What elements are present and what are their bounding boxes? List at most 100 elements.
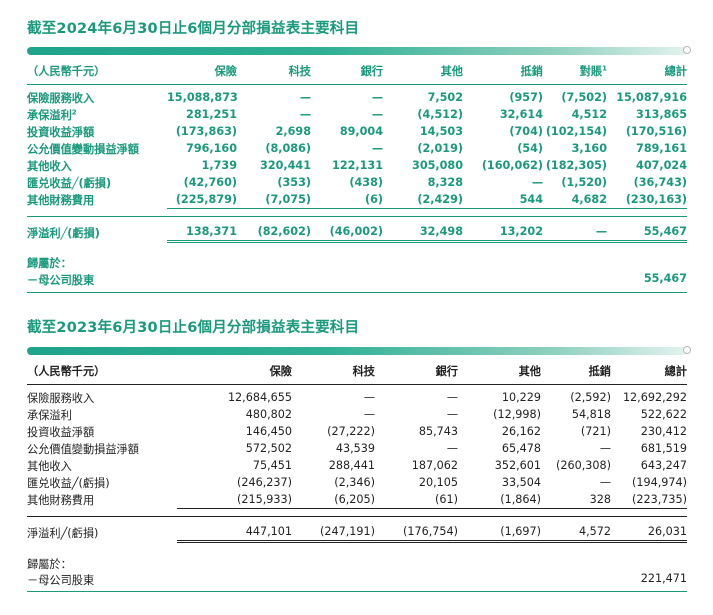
cell-value: 522,622 xyxy=(640,408,687,421)
cell-value: (194,974) xyxy=(632,476,687,489)
cell-value: (246,237) xyxy=(237,476,292,489)
net-value: 4,572 xyxy=(541,524,611,543)
cell-value: — xyxy=(446,442,458,455)
divider-end-dot xyxy=(683,46,691,54)
cell-value: 122,131 xyxy=(332,159,383,172)
cell-value: 33,504 xyxy=(501,476,541,489)
cell-value: (160,062) xyxy=(481,159,543,172)
table-row: 承保溢利2 281,251 — — (4,512) 32,614 4,512 313,865 xyxy=(27,106,687,123)
table-row: 其他收入 1,739 320,441 122,131 305,080 (160,062)(… xyxy=(27,157,687,174)
cell-value: 7,502 xyxy=(427,91,463,104)
section-title-2024: 截至2024年6月30日止6個月分部損益表主要科目 xyxy=(27,21,360,37)
col-elimination: 抵銷 xyxy=(588,364,611,378)
cell-value: (2,429) xyxy=(383,191,463,209)
cell-value: (170,516) xyxy=(625,125,687,138)
table-row: 投資收益淨額 (173,863) 2,698 89,004 14,503 (704) (10… xyxy=(27,123,687,140)
cell-value: 643,247 xyxy=(640,459,687,472)
income-rows-2024: 保險服務收入 15,088,873 — — 7,502 (957) (7,502) 15,08… xyxy=(27,89,687,209)
cell-value: — xyxy=(363,391,375,404)
net-value: — xyxy=(543,224,607,243)
cell-value: — xyxy=(599,476,611,489)
row-label: 投資收益淨額 xyxy=(27,125,95,139)
cell-value: 89,004 xyxy=(339,125,383,138)
cell-value: (42,760) xyxy=(183,176,237,189)
unit-label: （人民幣千元） xyxy=(27,64,106,78)
section-end-rule xyxy=(27,292,687,293)
header-row: （人民幣千元） 保險 科技 銀行 其他 抵銷 總計 xyxy=(27,362,687,379)
row-label: 其他財務費用 xyxy=(27,493,95,507)
net-profit-label: 淨溢利╱(虧損) xyxy=(27,226,100,240)
cell-value: — xyxy=(371,91,383,104)
cell-value: (36,743) xyxy=(633,176,687,189)
cell-value: (4,512) xyxy=(417,108,463,121)
income-table-2023: （人民幣千元） 保險 科技 銀行 其他 抵銷 總計 xyxy=(27,362,687,379)
section-divider-bar xyxy=(27,47,687,55)
row-label: 保險服務收入 xyxy=(27,91,95,105)
cell-value: (2,346) xyxy=(334,476,375,489)
cell-value: 1,739 xyxy=(201,159,237,172)
net-profit-row: 淨溢利╱(虧損) 447,101 (247,191) (176,754) (1,… xyxy=(27,524,687,543)
header-rule xyxy=(27,84,687,85)
cell-value: 12,692,292 xyxy=(622,391,687,404)
cell-value: (8,086) xyxy=(265,142,311,155)
cell-value: (7,502) xyxy=(561,91,607,104)
cell-value: 281,251 xyxy=(186,108,237,121)
cell-value: (182,305) xyxy=(545,159,607,172)
row-label: 保險服務收入 xyxy=(27,391,95,405)
parent-shareholders-total: 55,467 xyxy=(643,272,687,285)
cell-value: 320,441 xyxy=(260,159,311,172)
cell-value: 796,160 xyxy=(186,142,237,155)
cell-value: — xyxy=(363,408,375,421)
cell-value: (704) xyxy=(509,125,543,138)
cell-value: 15,087,916 xyxy=(616,91,687,104)
net-value: 55,467 xyxy=(607,224,687,243)
net-value: (46,002) xyxy=(311,224,383,243)
col-technology: 科技 xyxy=(352,364,375,378)
cell-value: (223,735) xyxy=(611,491,687,509)
cell-value: 3,160 xyxy=(571,142,607,155)
cell-value: (353) xyxy=(277,176,311,189)
cell-value: — xyxy=(371,108,383,121)
cell-value: 681,519 xyxy=(640,442,687,455)
col-elimination: 抵銷 xyxy=(520,64,543,78)
cell-value: (260,308) xyxy=(556,459,611,472)
cell-value: 572,502 xyxy=(245,442,292,455)
section-end-rule xyxy=(27,591,687,592)
table-row: 承保溢利 480,802 — — (12,998) 54,818 522,622 xyxy=(27,406,687,423)
cell-value: 313,865 xyxy=(636,108,687,121)
cell-value: 480,802 xyxy=(245,408,292,421)
cell-value: 2,698 xyxy=(275,125,311,138)
cell-value: (721) xyxy=(580,425,611,438)
col-insurance: 保險 xyxy=(214,64,237,78)
cell-value: 789,161 xyxy=(636,142,687,155)
cell-value: — xyxy=(599,442,611,455)
attributable-label: 歸屬於： xyxy=(27,257,72,270)
cell-value: — xyxy=(446,408,458,421)
cell-value: 4,682 xyxy=(543,191,607,209)
net-value: 447,101 xyxy=(177,524,292,543)
cell-value: (6,205) xyxy=(292,491,375,509)
row-label: 投資收益淨額 xyxy=(27,425,95,439)
cell-value: (230,163) xyxy=(607,191,687,209)
parent-shareholders-total: 221,471 xyxy=(640,572,687,585)
income-rows-2023: 保險服務收入 12,684,655 — — 10,229 (2,592) 12,692,29… xyxy=(27,389,687,509)
table-row: 公允價值變動損益淨額 572,502 43,539 — 65,478 — 681,519 xyxy=(27,440,687,457)
cell-value: 328 xyxy=(541,491,611,509)
col-total: 總計 xyxy=(664,364,687,378)
cell-value: 20,105 xyxy=(418,476,458,489)
cell-value: 15,088,873 xyxy=(167,91,238,104)
net-value: 32,498 xyxy=(383,224,463,243)
cell-value: 54,818 xyxy=(571,408,611,421)
cell-value: 288,441 xyxy=(328,459,375,472)
row-label: 匯兑收益╱(虧損) xyxy=(27,476,110,490)
cell-value: (27,222) xyxy=(327,425,375,438)
header-row: （人民幣千元） 保險 科技 銀行 其他 抵銷 對賬1 總計 xyxy=(27,62,687,79)
row-label: 其他收入 xyxy=(27,159,72,173)
cell-value: (12,998) xyxy=(493,408,541,421)
net-profit-label: 淨溢利╱(虧損) xyxy=(27,526,99,540)
section-title-2023: 截至2023年6月30日止6個月分部損益表主要科目 xyxy=(27,320,360,336)
net-value: 13,202 xyxy=(463,224,543,243)
table-row: 其他收入 75,451 288,441 187,062 352,601 (260,308)… xyxy=(27,457,687,474)
cell-value: 65,478 xyxy=(501,442,541,455)
parent-shareholders-label: －母公司股東 xyxy=(27,274,95,287)
